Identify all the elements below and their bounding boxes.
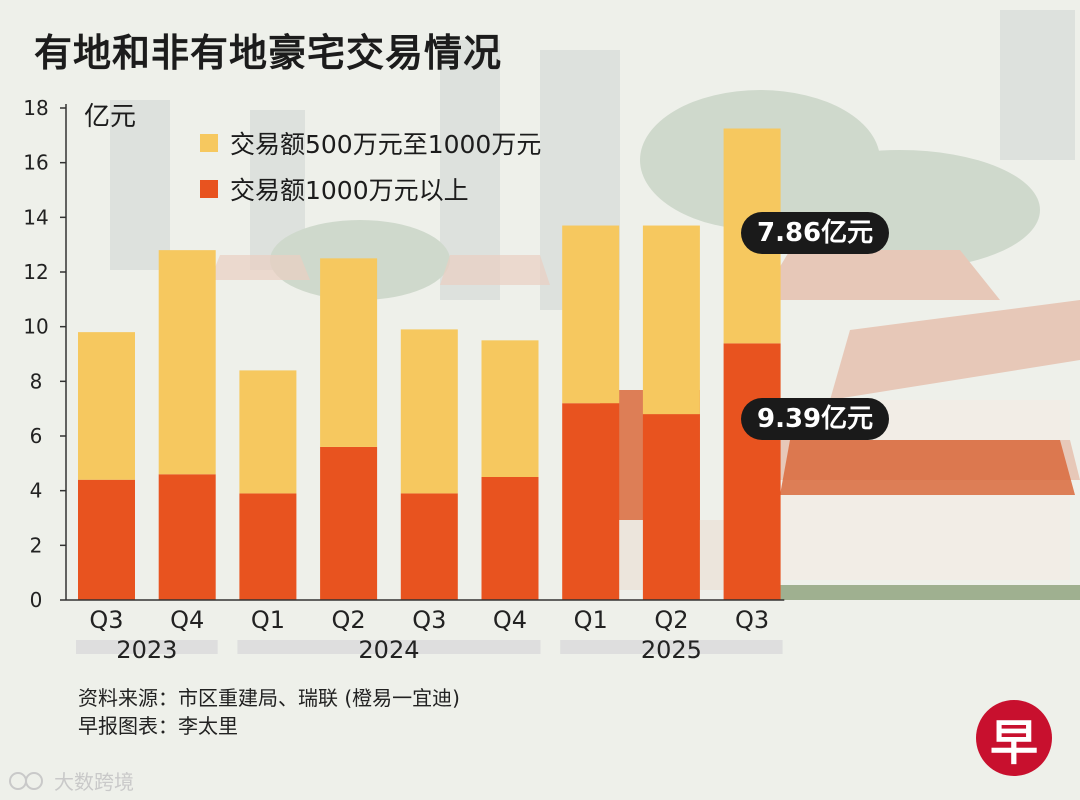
legend-label-lower: 交易额1000万元以上 (230, 176, 469, 205)
year-band-2025 (560, 640, 783, 654)
year-label-2023: 2023 (116, 636, 177, 664)
bar-lower-3 (320, 446, 378, 600)
y-tick-label: 8 (30, 369, 43, 393)
y-axis-unit: 亿元 (84, 102, 137, 132)
x-tick-label: Q4 (170, 606, 204, 634)
x-tick-label: Q1 (574, 606, 608, 634)
callout-upper-value: 7.86亿元 (741, 212, 890, 254)
bar-upper-0 (78, 332, 135, 480)
legend-swatch-lower (200, 180, 218, 198)
chart-title: 有地和非有地豪宅交易情况 (34, 31, 503, 75)
bar-upper-5 (481, 340, 539, 477)
y-tick-label: 0 (30, 588, 43, 612)
x-tick-label: Q2 (332, 606, 366, 634)
y-tick-label: 16 (23, 151, 48, 175)
source-line-2: 早报图表：李太里 (78, 714, 238, 738)
legend-item-lower: 交易额1000万元以上 (200, 166, 541, 212)
bar-lower-0 (78, 479, 135, 600)
watermark-icon (9, 771, 43, 790)
watermark: 大数跨境 (8, 766, 134, 795)
year-band-2024 (237, 640, 541, 654)
x-tick-label: Q3 (735, 606, 769, 634)
y-tick-label: 4 (30, 479, 43, 503)
bar-upper-7 (642, 225, 700, 415)
y-tick-label: 18 (23, 96, 48, 120)
watermark-text: 大数跨境 (54, 770, 134, 794)
y-tick-label: 10 (23, 315, 48, 339)
bar-upper-3 (320, 258, 378, 447)
bar-upper-2 (239, 370, 297, 494)
bar-lower-8 (723, 343, 781, 600)
y-tick-label: 14 (23, 205, 48, 229)
source-line-1: 资料来源：市区重建局、瑞联 (橙易一宜迪) (78, 686, 460, 710)
bar-upper-1 (158, 250, 216, 475)
y-tick-label: 12 (23, 260, 48, 284)
callout-lower-value: 9.39亿元 (741, 398, 890, 440)
x-tick-label: Q2 (654, 606, 688, 634)
x-tick-label: Q3 (89, 606, 123, 634)
x-tick-label: Q4 (493, 606, 527, 634)
legend-swatch-upper (200, 134, 218, 152)
bar-upper-6 (562, 225, 620, 404)
y-tick-label: 2 (30, 533, 43, 557)
x-tick-label: Q3 (412, 606, 446, 634)
bar-lower-6 (562, 403, 620, 600)
legend-item-upper: 交易额500万元至1000万元 (200, 120, 541, 166)
year-band-2023 (76, 640, 218, 654)
zaobao-logo: 早 (976, 700, 1052, 776)
bar-lower-7 (642, 414, 700, 600)
source-note: 资料来源：市区重建局、瑞联 (橙易一宜迪) 早报图表：李太里 (78, 684, 460, 740)
legend: 交易额500万元至1000万元 交易额1000万元以上 (200, 120, 541, 212)
year-label-2025: 2025 (641, 636, 702, 664)
bar-lower-1 (158, 474, 216, 600)
y-tick-label: 6 (30, 424, 43, 448)
x-tick-label: Q1 (251, 606, 285, 634)
bar-lower-4 (400, 493, 458, 600)
legend-label-upper: 交易额500万元至1000万元 (230, 130, 542, 159)
bar-lower-5 (481, 477, 539, 600)
year-label-2024: 2024 (358, 636, 419, 664)
bar-upper-4 (400, 329, 458, 494)
bar-lower-2 (239, 493, 297, 600)
